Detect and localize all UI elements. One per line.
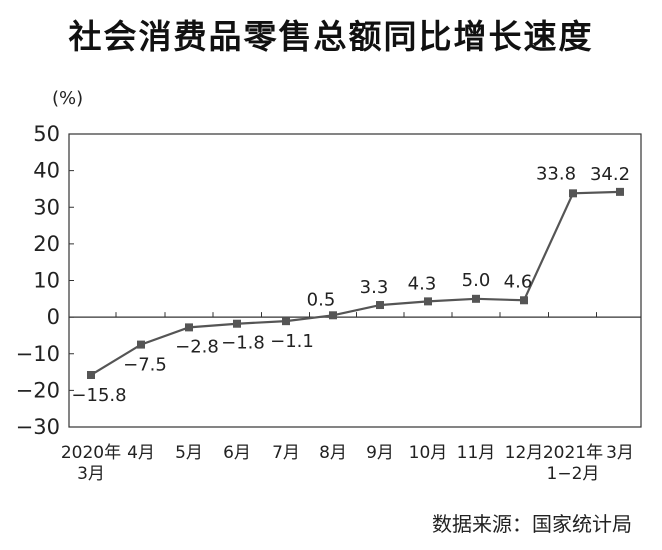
data-label: −7.5 xyxy=(123,355,167,376)
data-label: −1.1 xyxy=(270,331,314,352)
y-tick-label: 30 xyxy=(33,195,60,219)
y-tick-label: −10 xyxy=(16,342,60,366)
data-label: −2.8 xyxy=(175,336,219,357)
data-point xyxy=(424,297,432,306)
y-tick-label: 0 xyxy=(47,305,60,329)
series-line xyxy=(90,190,621,376)
y-tick-label: 50 xyxy=(33,122,60,146)
data-label: 5.0 xyxy=(462,270,491,291)
x-tick-label: 9月 xyxy=(366,443,394,463)
data-point xyxy=(137,340,145,349)
x-tick-label: 5月 xyxy=(175,443,203,463)
x-tick-label: 6月 xyxy=(223,443,251,463)
data-source: 数据来源：国家统计局 xyxy=(432,512,632,536)
x-tick-label: 11月 xyxy=(457,443,496,463)
data-point xyxy=(569,189,577,198)
y-tick-label: 20 xyxy=(33,232,60,256)
x-tick-label: 2021年 xyxy=(543,443,603,463)
x-tick-label: 8月 xyxy=(319,443,347,463)
data-point xyxy=(616,187,624,196)
data-label: 3.3 xyxy=(360,277,389,298)
x-tick-label: 12月 xyxy=(505,443,544,463)
data-label: 34.2 xyxy=(590,164,630,185)
data-label: 0.5 xyxy=(307,289,336,310)
y-tick-label: 40 xyxy=(33,159,60,183)
y-tick-label: −20 xyxy=(16,378,60,402)
data-point xyxy=(233,319,241,328)
data-point xyxy=(376,301,384,310)
x-tick-label: 1−2月 xyxy=(547,464,600,484)
x-tick-label: 3月 xyxy=(606,443,634,463)
x-tick-label: 3月 xyxy=(77,464,105,484)
data-label: −15.8 xyxy=(71,385,126,406)
y-axis-unit: (%) xyxy=(52,88,84,109)
data-point xyxy=(185,323,193,332)
y-tick-label: 10 xyxy=(33,269,60,293)
data-label: 33.8 xyxy=(536,163,576,184)
x-tick-label: 10月 xyxy=(409,443,448,463)
x-tick-label: 2020年 xyxy=(61,443,121,463)
data-point xyxy=(87,370,95,379)
data-point xyxy=(329,311,337,320)
x-tick-label: 4月 xyxy=(127,443,155,463)
y-tick-label: −30 xyxy=(16,415,60,439)
data-point xyxy=(472,294,480,303)
data-label: 4.6 xyxy=(504,271,533,292)
data-point xyxy=(282,317,290,326)
data-point xyxy=(520,296,528,305)
data-label: −1.8 xyxy=(221,333,265,354)
chart-title: 社会消费品零售总额同比增长速度 xyxy=(68,17,594,56)
x-tick-label: 7月 xyxy=(272,443,300,463)
data-label: 4.3 xyxy=(408,273,437,294)
